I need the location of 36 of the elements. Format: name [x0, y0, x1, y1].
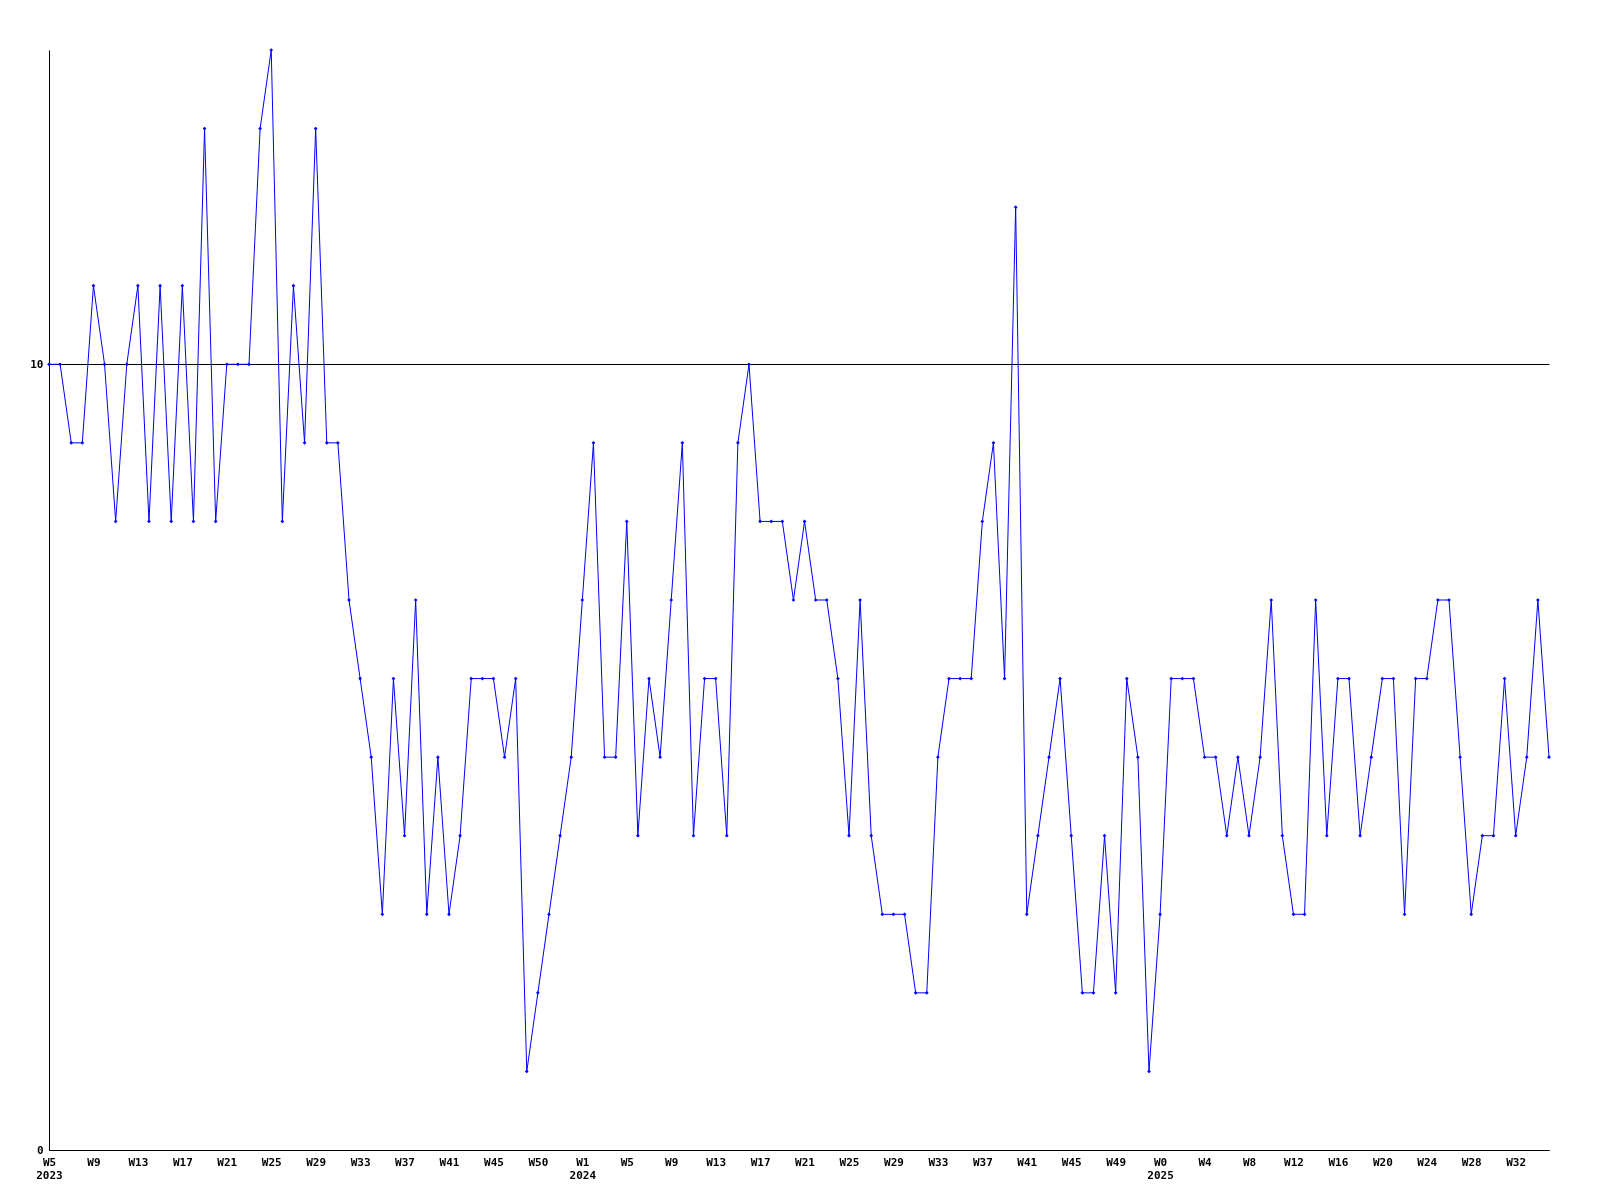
- x-tick-label: W9: [665, 1155, 679, 1169]
- x-tick-label: W25: [839, 1155, 860, 1169]
- x-tick-label: W12: [1284, 1155, 1304, 1169]
- x-tick-label: W16: [1328, 1155, 1349, 1169]
- x-tick-label: W45: [1061, 1155, 1082, 1169]
- x-tick-label: W4: [1198, 1155, 1213, 1169]
- x-tick-label: W8: [1242, 1155, 1257, 1169]
- x-tick-label: W5 2023: [36, 1155, 63, 1182]
- x-tick-label: W41: [439, 1155, 460, 1169]
- x-tick-label: W33: [350, 1155, 371, 1169]
- x-tick-label: W49: [1106, 1155, 1127, 1169]
- x-tick-label: W17: [750, 1155, 771, 1169]
- x-tick-label: W21: [217, 1155, 238, 1169]
- x-tick-label: W9: [87, 1155, 101, 1169]
- x-tick-label: W25: [261, 1155, 282, 1169]
- x-tick-label: W37: [395, 1155, 415, 1169]
- x-tick-label: W29: [884, 1155, 904, 1169]
- x-tick-label: W13: [706, 1155, 727, 1169]
- x-tick-label: W45: [484, 1155, 504, 1169]
- x-tick-label: W1 2024: [569, 1155, 597, 1182]
- x-tick-label: W13: [128, 1155, 149, 1169]
- x-tick-label: W0 2025: [1147, 1155, 1174, 1182]
- y-tick-label: 0: [36, 1143, 44, 1157]
- x-tick-label: W29: [306, 1155, 327, 1169]
- x-tick-label: W41: [1017, 1155, 1038, 1169]
- x-tick-label: W28: [1461, 1155, 1482, 1169]
- x-tick-label: W5: [620, 1155, 634, 1169]
- x-tick-label: W32: [1506, 1155, 1527, 1169]
- x-tick-label: W17: [172, 1155, 193, 1169]
- y-tick-label: 10: [30, 357, 44, 371]
- x-tick-label: W37: [972, 1155, 993, 1169]
- x-tick-label: W21: [795, 1155, 816, 1169]
- x-tick-label: W50: [528, 1155, 549, 1169]
- x-tick-label: W20: [1372, 1155, 1393, 1169]
- x-tick-label: W24: [1417, 1155, 1438, 1169]
- x-tick-label: W33: [928, 1155, 949, 1169]
